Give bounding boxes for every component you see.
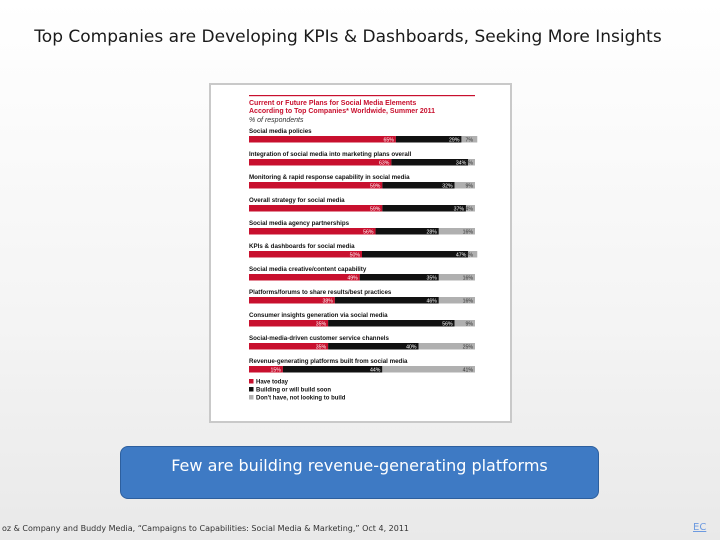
data-label: 35% <box>426 275 437 281</box>
category-label: Social media policies <box>249 128 312 135</box>
data-label: 59% <box>370 183 381 189</box>
bar-segment <box>468 159 475 166</box>
data-label: 41% <box>463 367 474 373</box>
bar-segment <box>438 228 475 235</box>
data-label: 4% <box>466 252 474 258</box>
chart-title-line: Current or Future Plans for Social Media… <box>249 100 416 107</box>
chart-subtitle: % of respondents <box>249 117 304 124</box>
bar-segment <box>438 274 475 281</box>
bar-segment <box>418 343 475 350</box>
slide-title: Top Companies are Developing KPIs & Dash… <box>34 27 662 47</box>
bar-segment <box>282 366 383 373</box>
data-label: 9% <box>466 183 474 189</box>
bar-segment <box>391 159 469 166</box>
data-label: 50% <box>350 252 361 258</box>
data-label: 38% <box>322 298 333 304</box>
data-label: 3% <box>466 160 474 166</box>
bar-segment <box>334 297 439 304</box>
bar-segment <box>249 320 329 327</box>
data-label: 9% <box>466 321 474 327</box>
bar-segment <box>328 320 455 327</box>
chart-title-line: According to Top Companies* Worldwide, S… <box>249 108 435 115</box>
legend-swatch <box>249 379 254 384</box>
data-label: 7% <box>466 137 474 143</box>
chart-frame: Current or Future Plans for Social Media… <box>209 83 512 423</box>
category-label: Social media agency partnerships <box>249 220 350 227</box>
data-label: 65% <box>384 137 395 143</box>
category-label: Monitoring & rapid response capability i… <box>249 174 410 181</box>
data-label: 56% <box>442 321 453 327</box>
legend-label: Building or will build soon <box>256 388 331 394</box>
bar-segment <box>461 136 478 143</box>
bar-segment <box>468 251 478 258</box>
data-label: 28% <box>426 229 437 235</box>
category-label: Social-media-driven customer service cha… <box>249 335 390 342</box>
bar-segment <box>249 182 383 189</box>
data-label: 25% <box>463 344 474 350</box>
page-tag-link[interactable]: EC <box>693 522 707 533</box>
data-label: 56% <box>363 229 374 235</box>
stacked-bar-chart: Current or Future Plans for Social Media… <box>249 95 478 402</box>
category-label: Revenue-generating platforms built from … <box>249 358 408 365</box>
data-label: 35% <box>316 321 327 327</box>
data-label: 49% <box>347 275 358 281</box>
bar-segment <box>249 251 362 258</box>
legend-label: Don't have, not looking to build <box>256 396 346 402</box>
category-label: Overall strategy for social media <box>249 197 345 204</box>
chart-title-rule <box>249 95 475 97</box>
data-label: 63% <box>379 160 390 166</box>
data-label: 16% <box>463 275 474 281</box>
bar-segment <box>249 297 335 304</box>
data-label: 15% <box>271 367 282 373</box>
data-label: 37% <box>454 206 465 212</box>
bar-segment <box>249 159 392 166</box>
legend-swatch <box>249 387 254 392</box>
category-label: KPIs & dashboards for social media <box>249 243 355 250</box>
bar-segment <box>328 343 419 350</box>
bar-segment <box>249 205 383 212</box>
data-label: 16% <box>463 229 474 235</box>
bar-segment <box>249 274 360 281</box>
data-label: 16% <box>463 298 474 304</box>
data-label: 44% <box>370 367 381 373</box>
bar-segment <box>382 366 475 373</box>
data-label: 46% <box>426 298 437 304</box>
data-label: 4% <box>466 206 474 212</box>
bar-segment <box>382 205 466 212</box>
bar-segment <box>454 182 475 189</box>
data-label: 59% <box>370 206 381 212</box>
callout-text: Few are building revenue-generating plat… <box>171 456 548 475</box>
bar-segment <box>382 182 455 189</box>
source-citation: oz & Company and Buddy Media, “Campaigns… <box>2 524 410 533</box>
legend-swatch <box>249 395 254 400</box>
bar-segment <box>249 366 283 373</box>
bar-segment <box>395 136 462 143</box>
category-label: Integration of social media into marketi… <box>249 151 412 158</box>
data-label: 40% <box>406 344 417 350</box>
bar-segment <box>249 228 376 235</box>
bar-segment <box>359 274 439 281</box>
bar-segment <box>454 320 475 327</box>
callout-box: Few are building revenue-generating plat… <box>120 446 599 499</box>
data-label: 47% <box>456 252 467 258</box>
category-label: Social media creative/content capability <box>249 266 367 273</box>
data-label: 34% <box>456 160 467 166</box>
bar-segment <box>375 228 439 235</box>
bar-segment <box>362 251 469 258</box>
legend-label: Have today <box>256 380 289 386</box>
data-label: 35% <box>316 344 327 350</box>
category-label: Platforms/forums to share results/best p… <box>249 289 392 296</box>
bar-segment <box>249 136 396 143</box>
bar-segment <box>465 205 475 212</box>
data-label: 32% <box>442 183 453 189</box>
bar-segment <box>438 297 475 304</box>
data-label: 29% <box>449 137 460 143</box>
category-label: Consumer insights generation via social … <box>249 312 388 319</box>
bar-segment <box>249 343 329 350</box>
